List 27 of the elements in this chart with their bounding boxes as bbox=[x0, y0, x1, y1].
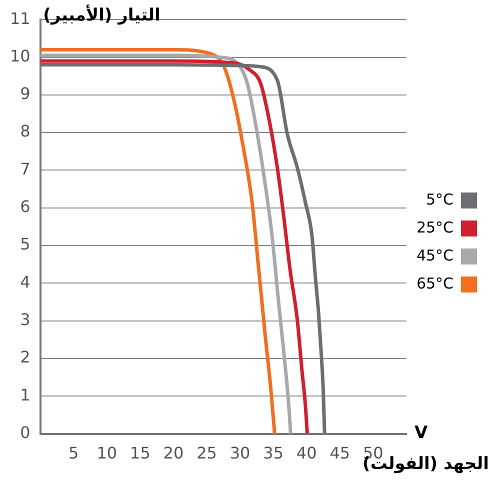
x-tick-label: 10 bbox=[96, 444, 118, 463]
x-tick-label: 20 bbox=[163, 444, 184, 463]
x-tick-label: 45 bbox=[330, 444, 350, 463]
x-tick-label: 35 bbox=[263, 444, 284, 463]
x-tick-label: 30 bbox=[230, 444, 250, 463]
y-tick-label: 5 bbox=[20, 234, 30, 254]
y-tick-label: 10 bbox=[10, 46, 30, 66]
x-tick-label: 5 bbox=[68, 444, 79, 463]
y-tick-label: 1 bbox=[20, 385, 30, 404]
x-tick-label: 15 bbox=[130, 444, 150, 463]
y-tick-label: 6 bbox=[20, 197, 30, 216]
legend-label: 5°C bbox=[426, 190, 454, 208]
y-tick-label: 0 bbox=[20, 422, 30, 442]
legend-label: 45°C bbox=[416, 246, 454, 264]
legend-label: 25°C bbox=[416, 218, 454, 236]
y-tick-label: 4 bbox=[20, 272, 30, 292]
y-tick-label: 9 bbox=[20, 84, 30, 104]
text: V bbox=[414, 423, 428, 444]
y-tick-label: 8 bbox=[20, 122, 30, 141]
legend-label: 65°C bbox=[416, 274, 454, 292]
y-tick-label: 7 bbox=[20, 159, 30, 178]
y-tick-label: 2 bbox=[20, 348, 30, 367]
x-tick-label: 40 bbox=[296, 444, 317, 463]
x-tick-label: 25 bbox=[196, 444, 217, 463]
y-axis-title: التيار (الأمبير) bbox=[43, 3, 160, 26]
y-tick-label: 3 bbox=[20, 310, 30, 329]
y-tick-label: 11 bbox=[10, 8, 30, 28]
